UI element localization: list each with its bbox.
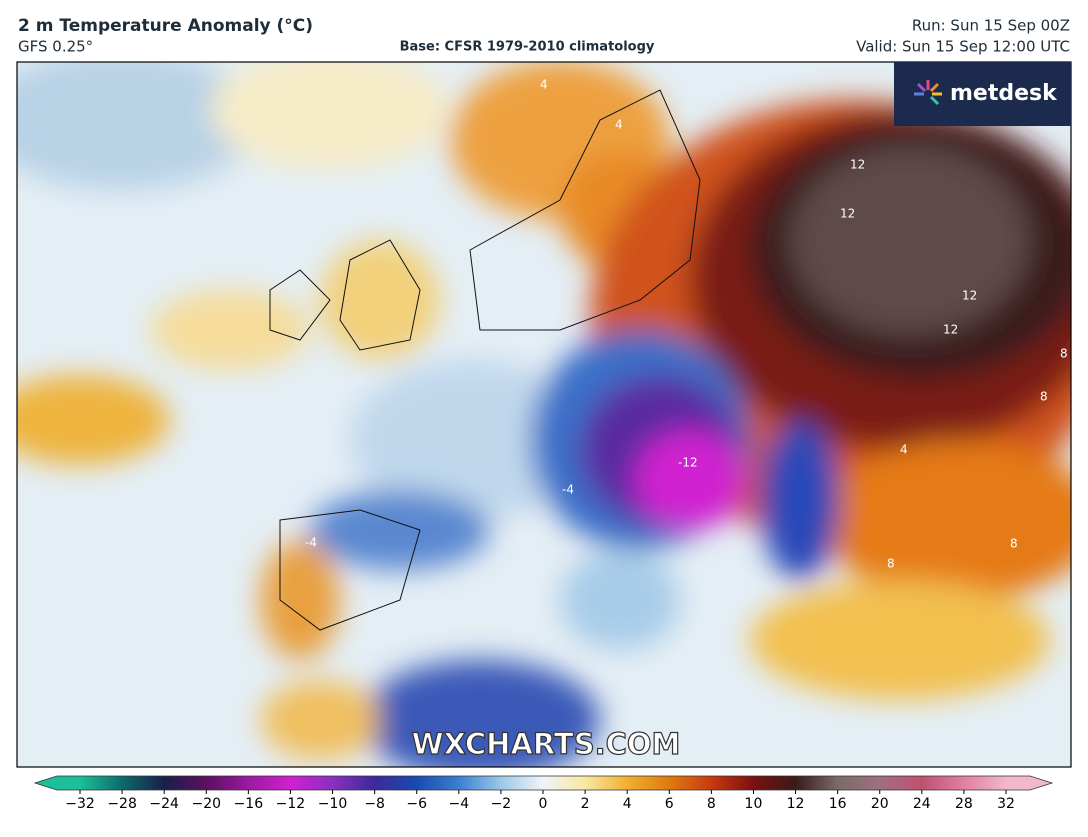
contour-label: 12	[840, 207, 855, 221]
contour-label: 8	[1010, 537, 1018, 551]
colorbar-tick-label: −8	[364, 796, 385, 812]
contour-label: 12	[850, 158, 865, 172]
colorbar-tick-label: −32	[65, 796, 95, 812]
colorbar-tick-label: 24	[913, 796, 931, 812]
colorbar-tick-label: −2	[491, 796, 512, 812]
colorbar-tick-label: −28	[107, 796, 137, 812]
colorbar-tick-label: −20	[191, 796, 221, 812]
run: Run: Sun 15 Sep 00Z	[912, 17, 1070, 35]
colorbar-tick-label: 32	[997, 796, 1015, 812]
title: 2 m Temperature Anomaly (°C)	[18, 16, 313, 36]
contour-label: 12	[962, 289, 977, 303]
colorbar-tick-label: −12	[276, 796, 306, 812]
contour-label: 8	[1040, 390, 1048, 404]
colorbar-tick-label: 8	[707, 796, 716, 812]
colorbar-tick-label: 0	[539, 796, 548, 812]
base: Base: CFSR 1979-2010 climatology	[400, 40, 655, 55]
colorbar-tick-label: 12	[787, 796, 805, 812]
colorbar-tick-label: 16	[829, 796, 847, 812]
colorbar-tick-label: 10	[745, 796, 763, 812]
colorbar-tick-label: 4	[623, 796, 632, 812]
valid: Valid: Sun 15 Sep 12:00 UTC	[856, 38, 1070, 56]
colorbar-tick-label: 28	[955, 796, 973, 812]
colorbar-tick-label: −6	[406, 796, 427, 812]
watermark: WXCHARTS.COM	[412, 727, 681, 761]
contour-label: 12	[943, 323, 958, 337]
contour-label: -4	[305, 536, 317, 550]
colorbar-tick-label: −16	[234, 796, 264, 812]
contour-label: 8	[887, 557, 895, 571]
colorbar-tick-label: 6	[665, 796, 674, 812]
colorbar-tick-label: −4	[448, 796, 469, 812]
contour-label: 4	[615, 118, 623, 132]
colorbar-tick-label: 2	[581, 796, 590, 812]
contour-label: 4	[540, 78, 548, 92]
contour-label: 4	[900, 443, 908, 457]
colorbar: −32 −28 −24 −20 −16 −12 −10 −8 −6 −4 −2 0 2 4 6 8 10 12 16…	[33, 775, 1054, 812]
colorbar-tick-label: −24	[149, 796, 179, 812]
colorbar-bar	[33, 775, 1054, 791]
logo: metdesk	[950, 81, 1058, 106]
contour-label: -12	[678, 456, 698, 470]
colorbar-tick-label: 20	[871, 796, 889, 812]
map-frame	[16, 61, 1072, 768]
model: GFS 0.25°	[18, 38, 93, 56]
contour-label: -4	[562, 483, 574, 497]
colorbar-tick-label: −10	[318, 796, 348, 812]
logo-icon	[914, 80, 942, 106]
map: 12 12 12 12 8 8 8 -12 -4 -4 4 4 4 8 WXCH…	[17, 62, 1071, 767]
contour-label: 8	[1060, 347, 1068, 361]
